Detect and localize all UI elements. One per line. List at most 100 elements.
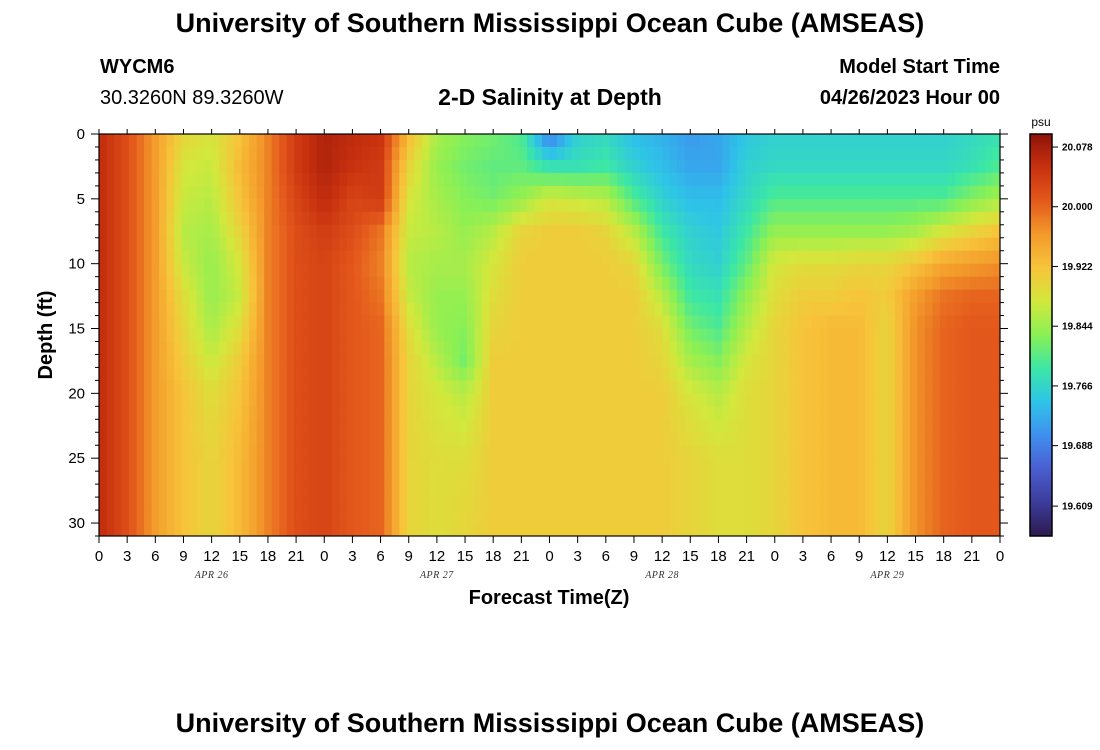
heatmap-cell (541, 354, 551, 369)
heatmap-cell (339, 341, 348, 356)
heatmap-cell (391, 458, 400, 472)
heatmap-cell (264, 367, 273, 381)
heatmap-cell (174, 328, 183, 343)
heatmap-cell (196, 315, 205, 330)
heatmap-cell (384, 211, 393, 226)
heatmap-cell (136, 276, 145, 291)
heatmap-cell (894, 224, 903, 239)
heatmap-cell (819, 510, 828, 524)
heatmap-cell (294, 406, 303, 420)
heatmap-cell (977, 380, 986, 394)
heatmap-cell (481, 393, 491, 407)
heatmap-cell (526, 315, 536, 330)
heatmap-cell (857, 134, 866, 148)
heatmap-cell (406, 198, 415, 213)
heatmap-cell (924, 263, 934, 278)
heatmap-cell (324, 354, 333, 369)
heatmap-cell (414, 419, 423, 433)
heatmap-cell (151, 263, 160, 278)
heatmap-cell (872, 302, 881, 317)
heatmap-cell (444, 510, 453, 524)
heatmap-cell (714, 146, 723, 161)
heatmap-cell (106, 185, 115, 200)
heatmap-cell (159, 471, 168, 485)
heatmap-cell (947, 445, 956, 459)
heatmap-cell (399, 471, 408, 485)
heatmap-cell (572, 198, 581, 213)
heatmap-cell (647, 276, 656, 291)
heatmap-cell (114, 172, 123, 187)
heatmap-cell (99, 134, 108, 148)
heatmap-cell (331, 289, 340, 304)
heatmap-cell (849, 146, 858, 161)
heatmap-cell (144, 419, 153, 433)
heatmap-cell (819, 471, 828, 485)
heatmap-cell (549, 510, 558, 524)
heatmap-cell (669, 484, 678, 498)
heatmap-cell (887, 276, 896, 291)
heatmap-cell (196, 393, 205, 407)
heatmap-cell (759, 419, 768, 433)
heatmap-cell (752, 458, 761, 472)
heatmap-cell (301, 419, 310, 433)
heatmap-cell (256, 185, 265, 200)
heatmap-cell (211, 393, 220, 407)
heatmap-cell (587, 276, 596, 291)
heatmap-cell (451, 159, 460, 174)
heatmap-cell (624, 484, 633, 498)
heatmap-cell (144, 484, 153, 498)
heatmap-cell (226, 406, 235, 420)
heatmap-cell (572, 484, 581, 498)
heatmap-cell (812, 432, 821, 446)
heatmap-cell (474, 134, 483, 148)
heatmap-cell (204, 380, 213, 394)
heatmap-cell (992, 224, 1000, 239)
heatmap-cell (444, 159, 453, 174)
x-tick-label: 6 (602, 548, 610, 565)
heatmap-cell (391, 250, 400, 265)
heatmap-cell (594, 445, 603, 459)
heatmap-cell (752, 315, 761, 330)
heatmap-cell (279, 471, 288, 485)
heatmap-cell (647, 341, 656, 356)
heatmap-cell (797, 458, 806, 472)
heatmap-cell (384, 367, 393, 381)
heatmap-cell (992, 172, 1000, 187)
heatmap-cell (181, 224, 190, 239)
heatmap-cell (624, 510, 633, 524)
heatmap-cell (767, 510, 776, 524)
heatmap-cell (99, 393, 108, 407)
heatmap-cell (984, 445, 994, 459)
heatmap-cell (151, 134, 160, 148)
heatmap-cell (294, 484, 303, 498)
heatmap-cell (294, 134, 303, 148)
heatmap-cell (879, 510, 888, 524)
heatmap-cell (286, 315, 295, 330)
heatmap-cell (271, 224, 280, 239)
heatmap-cell (391, 484, 400, 498)
heatmap-cell (459, 289, 468, 304)
heatmap-cell (451, 328, 460, 343)
heatmap-cell (557, 367, 566, 381)
heatmap-cell (121, 510, 130, 524)
heatmap-cell (534, 432, 543, 446)
heatmap-cell (632, 250, 641, 265)
heatmap-cell (144, 146, 153, 161)
heatmap-cell (549, 211, 558, 226)
heatmap-cell (294, 497, 303, 511)
heatmap-cell (204, 406, 213, 420)
heatmap-cell (174, 419, 183, 433)
heatmap-cell (339, 380, 348, 394)
heatmap-cell (662, 185, 671, 200)
heatmap-cell (421, 484, 430, 498)
heatmap-cell (324, 341, 333, 356)
heatmap-cell (947, 432, 956, 446)
heatmap-cell (421, 458, 430, 472)
heatmap-cell (774, 211, 783, 226)
heatmap-cell (782, 185, 791, 200)
heatmap-cell (339, 237, 348, 252)
heatmap-cell (962, 224, 971, 239)
heatmap-cell (226, 250, 235, 265)
heatmap-cell (414, 432, 423, 446)
heatmap-cell (737, 198, 746, 213)
